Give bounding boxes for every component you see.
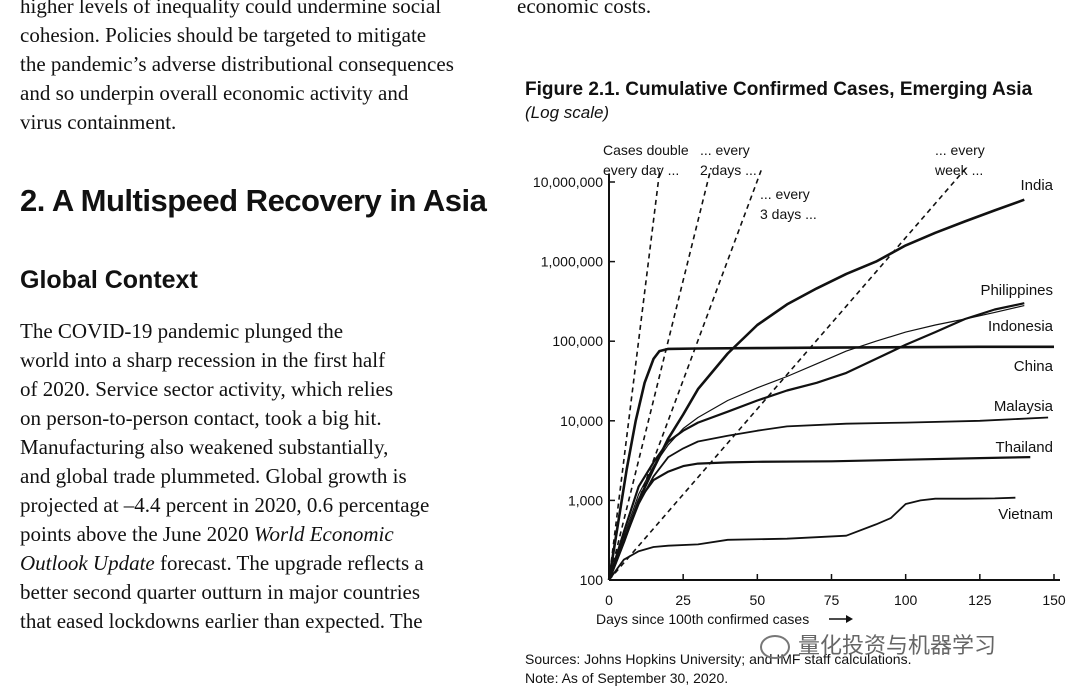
text-line: Manufacturing also weakened substantiall… bbox=[20, 435, 389, 459]
series-label: India bbox=[1020, 177, 1053, 194]
series-line bbox=[607, 302, 1025, 581]
text-line: The COVID-19 pandemic plunged the bbox=[20, 319, 344, 343]
watermark-text: 量化投资与机器学习 bbox=[798, 633, 997, 658]
figure-notes: Sources: Johns Hopkins University; and I… bbox=[525, 650, 911, 688]
y-tick-label: 1,000 bbox=[568, 492, 603, 508]
reference-line-label: 2 days ... bbox=[700, 162, 757, 178]
series-line bbox=[608, 416, 1049, 581]
x-tick-label: 75 bbox=[824, 592, 840, 608]
reference-line bbox=[608, 167, 967, 581]
text-fragment: points above the June 2020 bbox=[20, 522, 254, 546]
text-fragment: forecast. The upgrade reflects a bbox=[159, 551, 424, 575]
series-label: Indonesia bbox=[988, 318, 1054, 335]
reference-line-label: ... every bbox=[700, 142, 750, 158]
series-label: China bbox=[1014, 358, 1054, 375]
series-line bbox=[607, 456, 1031, 581]
text-line: virus containment. bbox=[20, 110, 177, 134]
text-line: cohesion. Policies should be targeted to… bbox=[20, 23, 427, 47]
italic-reference: World Economic bbox=[253, 522, 394, 546]
series-label: Malaysia bbox=[994, 398, 1054, 415]
x-tick-label: 25 bbox=[675, 592, 691, 608]
series-line bbox=[607, 198, 1025, 581]
text-line: world into a sharp recession in the firs… bbox=[20, 348, 386, 372]
reference-line bbox=[608, 167, 661, 581]
y-tick-label: 100,000 bbox=[552, 333, 603, 349]
watermark: 量化投资与机器学习 bbox=[760, 628, 996, 660]
series-line bbox=[607, 345, 1054, 581]
reference-line-label: week ... bbox=[934, 162, 983, 178]
x-tick-label: 125 bbox=[968, 592, 992, 608]
text-line: of 2020. Service sector activity, which … bbox=[20, 377, 394, 401]
reference-line-label: every day ... bbox=[603, 162, 679, 178]
text-line: better second quarter outturn in major c… bbox=[20, 580, 421, 604]
reference-line-label: ... every bbox=[935, 142, 985, 158]
text-line: the pandemic’s adverse distributional co… bbox=[20, 52, 454, 76]
figure-note: Note: As of September 30, 2020. bbox=[525, 670, 729, 686]
x-tick-label: 150 bbox=[1042, 592, 1066, 608]
reference-line bbox=[608, 167, 712, 581]
series-line bbox=[608, 496, 1016, 581]
wechat-icon bbox=[760, 635, 790, 660]
figure-title: Figure 2.1. Cumulative Confirmed Cases, … bbox=[525, 79, 1033, 100]
top-paragraph: higher levels of inequality could underm… bbox=[20, 0, 490, 137]
x-tick-label: 100 bbox=[894, 592, 918, 608]
series-label: Philippines bbox=[980, 282, 1053, 299]
y-tick-label: 100 bbox=[580, 572, 604, 588]
text-line: on person-to-person contact, took a big … bbox=[20, 406, 382, 430]
y-tick-label: 1,000,000 bbox=[541, 254, 603, 270]
y-tick-label: 10,000 bbox=[560, 413, 603, 429]
subsection-heading: Global Context bbox=[20, 266, 198, 294]
text-line: and global trade plummeted. Global growt… bbox=[20, 464, 407, 488]
figure-sources: Sources: Johns Hopkins University; and I… bbox=[525, 651, 912, 667]
series-line bbox=[608, 305, 1025, 581]
text-line: and so underpin overall economic activit… bbox=[20, 81, 409, 105]
x-axis-arrowhead bbox=[846, 615, 853, 623]
reference-line-label: ... every bbox=[760, 186, 810, 202]
x-tick-label: 0 bbox=[605, 592, 613, 608]
right-column-top-fragment: economic costs. bbox=[517, 0, 652, 18]
text-line: higher levels of inequality could underm… bbox=[20, 0, 442, 18]
text-line-with-reference: points above the June 2020 World Economi… bbox=[20, 520, 490, 549]
reference-line-label: Cases double bbox=[603, 142, 689, 158]
section-heading: 2. A Multispeed Recovery in Asia bbox=[20, 183, 487, 218]
series-label: Thailand bbox=[995, 439, 1053, 456]
body-paragraph: The COVID-19 pandemic plunged the world … bbox=[20, 317, 490, 636]
text-line: that eased lockdowns earlier than expect… bbox=[20, 609, 423, 633]
y-tick-label: 10,000,000 bbox=[533, 174, 603, 190]
reference-line-label: 3 days ... bbox=[760, 206, 817, 222]
text-line-with-reference: Outlook Update forecast. The upgrade ref… bbox=[20, 549, 490, 578]
italic-reference: Outlook Update bbox=[20, 551, 155, 575]
x-axis-label: Days since 100th confirmed cases bbox=[596, 611, 809, 627]
figure-subtitle: (Log scale) bbox=[525, 103, 610, 122]
x-tick-label: 50 bbox=[750, 592, 766, 608]
series-label: Vietnam bbox=[998, 506, 1053, 523]
text-line: projected at –4.4 percent in 2020, 0.6 p… bbox=[20, 493, 430, 517]
